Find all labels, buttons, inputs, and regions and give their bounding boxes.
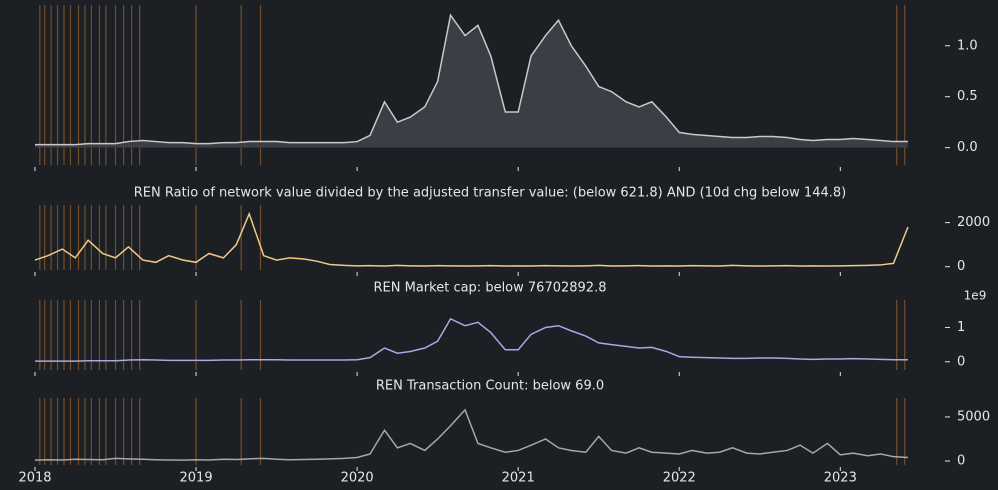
y-tick-label: 0 bbox=[957, 354, 965, 369]
x-tick-label: 2021 bbox=[502, 471, 535, 486]
y-tick-label: 1.0 bbox=[957, 38, 978, 53]
series-line bbox=[35, 317, 908, 362]
y-tick-label: 2000 bbox=[957, 215, 990, 230]
series-line bbox=[35, 13, 908, 146]
y-tick-label: 0.5 bbox=[957, 89, 978, 104]
y-tick-label: 5000 bbox=[957, 409, 990, 424]
series-line bbox=[34, 408, 909, 461]
x-tick-label: 2018 bbox=[18, 471, 51, 486]
y-tick-label: 0 bbox=[957, 454, 965, 469]
x-tick-label: 2023 bbox=[824, 471, 857, 486]
series-line bbox=[34, 211, 909, 267]
axis-multiplier: 1e9 bbox=[964, 289, 987, 303]
x-tick-label: 2019 bbox=[180, 471, 213, 486]
panel-title: REN Market cap: below 76702892.8 bbox=[374, 281, 607, 296]
panel-title: REN Ratio of network value divided by th… bbox=[134, 186, 846, 201]
y-tick-label: 0 bbox=[957, 259, 965, 274]
x-tick-label: 2022 bbox=[663, 471, 696, 486]
panel-title: REN Transaction Count: below 69.0 bbox=[376, 379, 604, 394]
y-tick-label: 0.0 bbox=[957, 140, 978, 155]
area bbox=[35, 15, 908, 148]
x-tick-label: 2020 bbox=[341, 471, 374, 486]
y-tick-label: 1 bbox=[957, 320, 965, 335]
